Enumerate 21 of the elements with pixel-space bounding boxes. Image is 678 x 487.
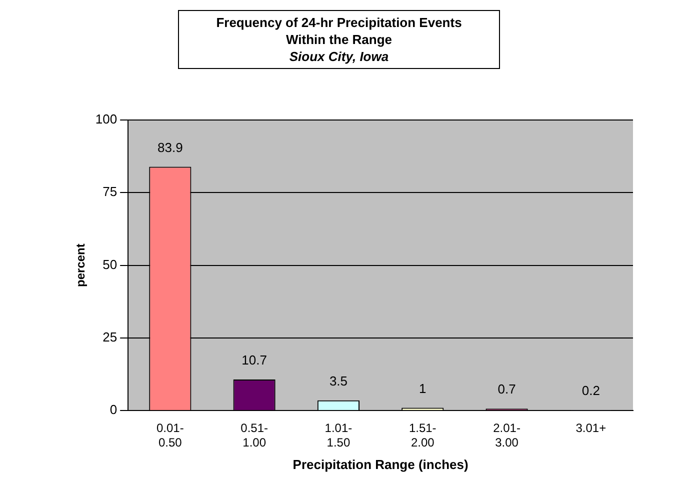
- y-axis-title: percent: [74, 244, 88, 287]
- y-tick-label: 50: [102, 256, 118, 272]
- y-tick-label: 100: [95, 112, 118, 127]
- y-tick-label: 25: [102, 330, 118, 345]
- x-axis-title: Precipitation Range (inches): [292, 456, 468, 472]
- chart-title: Frequency of 24-hr Precipitation Events Within the Range: [215, 14, 463, 48]
- data-label: 3.5: [329, 374, 348, 389]
- y-tick-label: 0: [110, 402, 118, 418]
- data-label: 83.9: [158, 140, 183, 155]
- data-label: 0.7: [498, 382, 516, 397]
- x-tick-label: 0.01- 0.50: [156, 421, 184, 450]
- x-tick-label: 0.51- 1.00: [240, 421, 268, 450]
- x-tick-label: 3.01+: [576, 421, 606, 436]
- chart-subtitle: Sioux City, Iowa: [288, 48, 390, 65]
- y-tick-label: 75: [102, 184, 118, 200]
- x-tick-label: 2.01- 3.00: [493, 421, 520, 450]
- data-label: 0.2: [582, 383, 600, 398]
- x-tick-label: 1.01- 1.50: [324, 421, 352, 450]
- x-tick-label: 1.51- 2.00: [408, 421, 436, 450]
- data-label: 1: [419, 380, 426, 396]
- data-label: 10.7: [242, 352, 267, 368]
